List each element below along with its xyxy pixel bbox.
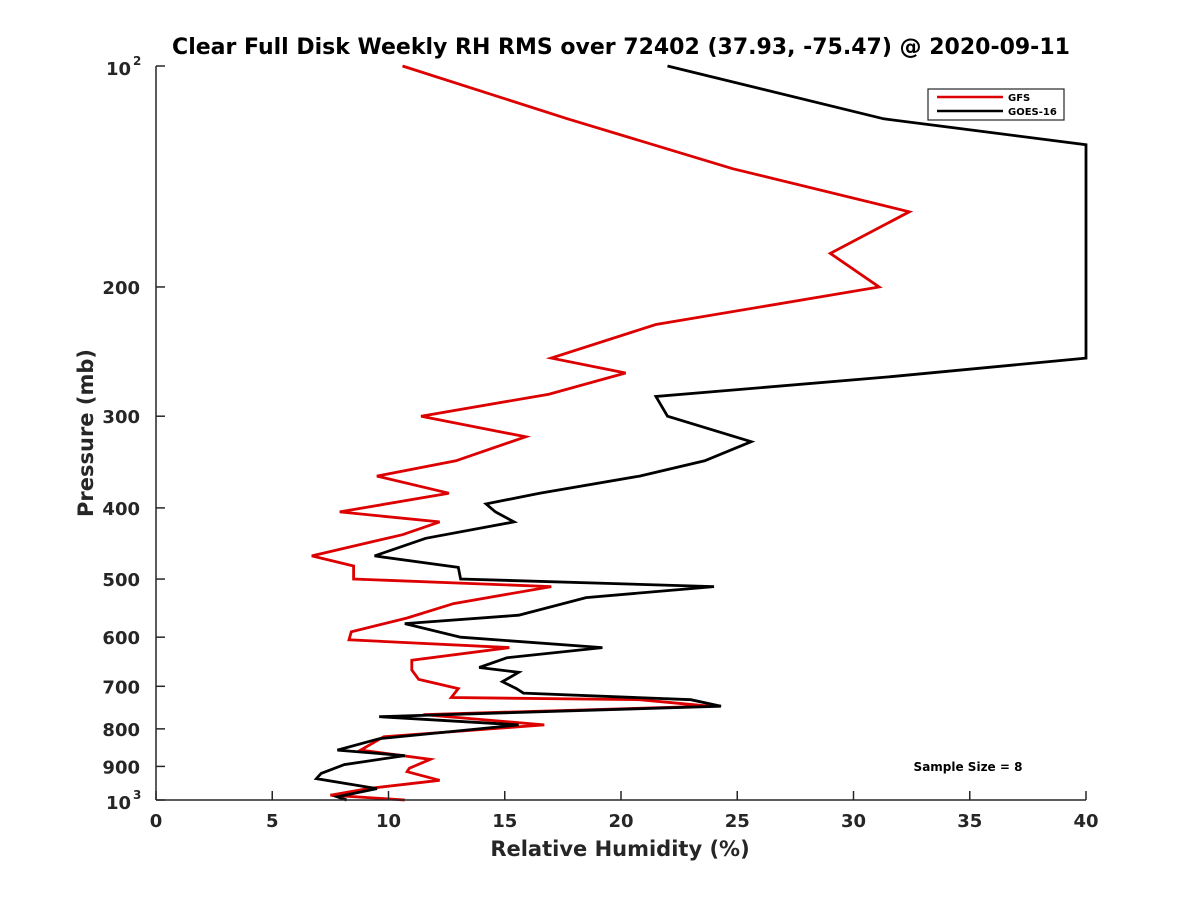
legend-label-goes16: GOES-16 <box>1008 107 1057 118</box>
x-tick-label: 10 <box>376 811 401 832</box>
y-tick-exponent: 2 <box>133 54 141 68</box>
chart-title: Clear Full Disk Weekly RH RMS over 72402… <box>172 35 1070 60</box>
x-tick-label: 35 <box>957 811 982 832</box>
y-tick-label: 200 <box>102 278 140 299</box>
x-ticks: 0 5 10 15 20 25 30 35 40 <box>150 791 1099 832</box>
y-tick-label: 400 <box>102 499 140 520</box>
legend: GFS GOES-16 <box>927 88 1065 121</box>
series-line-goes16 <box>313 64 1088 802</box>
x-tick-label: 20 <box>608 811 633 832</box>
x-axis-label: Relative Humidity (%) <box>490 837 749 861</box>
sample-size-annotation: Sample Size = 8 <box>914 760 1023 774</box>
x-tick-label: 0 <box>150 811 163 832</box>
y-tick-label: 900 <box>102 757 140 778</box>
x-tick-label: 40 <box>1073 811 1098 832</box>
y-tick-label: 800 <box>102 720 140 741</box>
x-tick-label: 5 <box>266 811 279 832</box>
y-tick-label: 600 <box>102 628 140 649</box>
y-tick-label: 300 <box>102 407 140 428</box>
y-tick-label: 700 <box>102 677 140 698</box>
y-axis-label: Pressure (mb) <box>74 349 98 517</box>
series-layer <box>311 64 1088 802</box>
y-tick-label: 10 <box>106 793 131 814</box>
y-tick-label: 10 <box>106 59 131 80</box>
x-tick-label: 15 <box>492 811 517 832</box>
legend-box <box>927 88 1065 121</box>
y-tick-exponent: 3 <box>133 788 141 802</box>
series-line-gfs <box>311 64 914 802</box>
plot-area: 0 5 10 15 20 25 30 35 40 10 220030040050060070080… <box>102 54 1098 832</box>
x-tick-label: 30 <box>841 811 866 832</box>
x-tick-label: 25 <box>725 811 750 832</box>
y-tick-label: 500 <box>102 570 140 591</box>
legend-label-gfs: GFS <box>1008 93 1030 104</box>
